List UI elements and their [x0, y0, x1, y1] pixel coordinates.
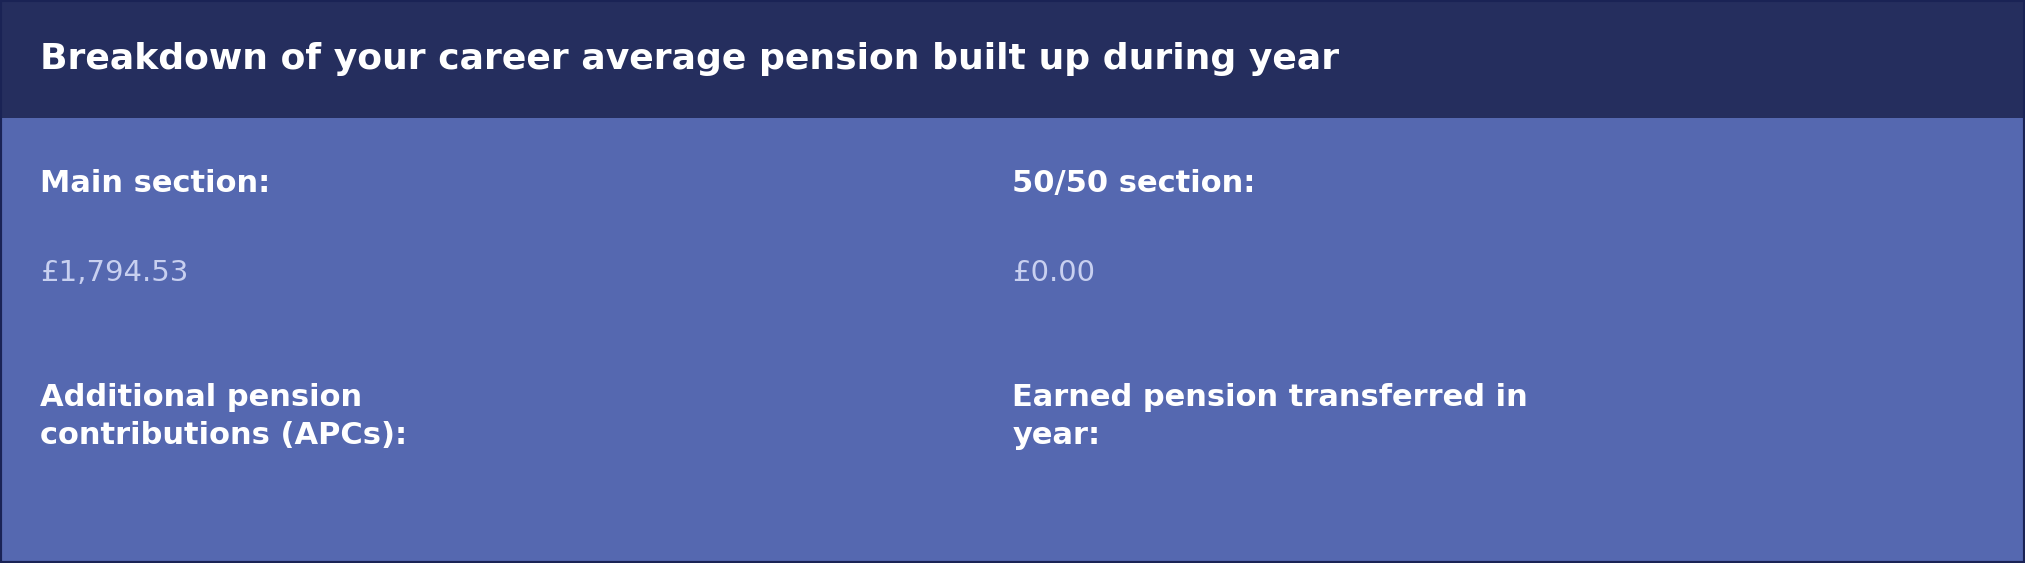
Text: Earned pension transferred in
year:: Earned pension transferred in year: [1012, 383, 1529, 450]
Text: £1,794.53: £1,794.53 [40, 259, 188, 287]
Text: Main section:: Main section: [40, 169, 271, 198]
Text: Breakdown of your career average pension built up during year: Breakdown of your career average pension… [40, 42, 1341, 76]
Text: 50/50 section:: 50/50 section: [1012, 169, 1256, 198]
Text: Additional pension
contributions (APCs):: Additional pension contributions (APCs): [40, 383, 407, 450]
Bar [0, 0, 2025, 118]
Text: £0.00: £0.00 [1012, 259, 1096, 287]
